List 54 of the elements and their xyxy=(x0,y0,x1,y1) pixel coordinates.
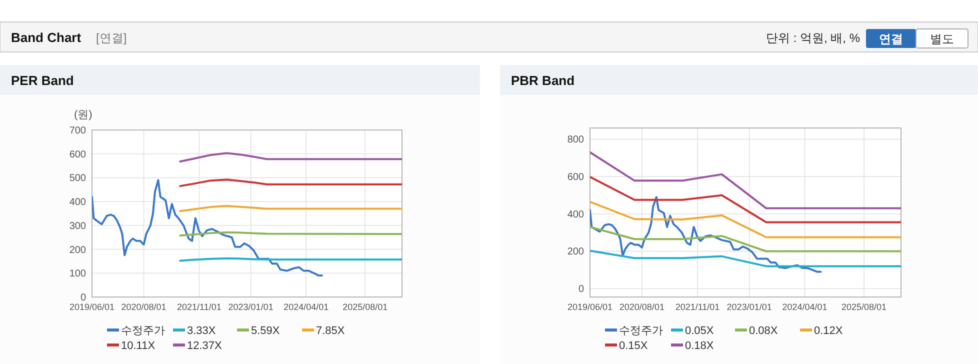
x-tick-label: 2023/01/01 xyxy=(726,302,772,312)
legend-label: 0.12X xyxy=(814,324,844,337)
line-series xyxy=(590,200,901,238)
legend-label: 10.11X xyxy=(121,340,156,352)
y-tick-label: 300 xyxy=(69,220,86,232)
y-axis-title: (원) xyxy=(74,109,92,121)
y-tick-label: 400 xyxy=(567,209,584,220)
text: Band Chart xyxy=(11,30,82,45)
line-series xyxy=(179,178,402,188)
line-series xyxy=(179,152,402,162)
y-tick-label: 800 xyxy=(567,134,584,146)
x-tick-label: 2021/11/01 xyxy=(675,302,720,312)
x-tick-label: 2021/11/01 xyxy=(176,302,222,312)
y-tick-label: 600 xyxy=(567,172,584,184)
legend-label: 0.15X xyxy=(619,340,648,352)
x-tick-label: 2020/08/01 xyxy=(121,302,166,312)
x-tick-label: 2020/08/01 xyxy=(619,302,664,312)
y-tick-label: 700 xyxy=(69,126,86,136)
line-series xyxy=(590,151,901,210)
chart-title: PBR Band xyxy=(511,73,575,88)
y-tick-label: 0 xyxy=(80,292,86,304)
x-tick-label: 2019/06/01 xyxy=(69,302,115,312)
legend-label: 5.59X xyxy=(251,324,280,337)
legend-label: 수정주가 xyxy=(619,324,663,337)
x-tick-label: 2019/06/01 xyxy=(567,302,613,312)
line-series xyxy=(590,226,901,252)
x-tick-label: 2023/01/01 xyxy=(228,302,274,312)
line-series xyxy=(590,196,822,273)
line-series xyxy=(92,179,323,277)
line-series xyxy=(590,176,901,224)
legend-label: 0.08X xyxy=(749,324,778,337)
x-tick-label: 2024/04/01 xyxy=(284,302,329,312)
y-tick-label: 600 xyxy=(69,149,86,160)
y-tick-label: 200 xyxy=(69,244,86,256)
text: 단위 : 억원, 배, % xyxy=(766,31,860,45)
y-tick-label: 500 xyxy=(69,173,86,184)
x-tick-label: 2024/04/01 xyxy=(782,302,828,312)
legend-label: 12.37X xyxy=(187,340,223,352)
y-tick-label: 100 xyxy=(69,268,86,280)
y-tick-label: 200 xyxy=(567,246,584,258)
x-tick-label: 2025/08/01 xyxy=(342,302,388,312)
text: [연결] xyxy=(96,31,127,45)
y-tick-label: 400 xyxy=(69,197,86,208)
line-series xyxy=(590,250,901,268)
legend-label: 0.05X xyxy=(685,324,714,337)
text: 별도 xyxy=(930,32,954,46)
legend-label: 0.18X xyxy=(685,340,714,352)
legend-label: 3.33X xyxy=(187,324,216,337)
text: 연결 xyxy=(879,32,903,46)
y-tick-label: 0 xyxy=(578,284,584,296)
x-tick-label: 2025/08/01 xyxy=(842,302,887,312)
legend-label: 7.85X xyxy=(316,324,346,337)
chart-title: PER Band xyxy=(11,73,74,88)
legend-label: 수정주가 xyxy=(121,324,165,337)
